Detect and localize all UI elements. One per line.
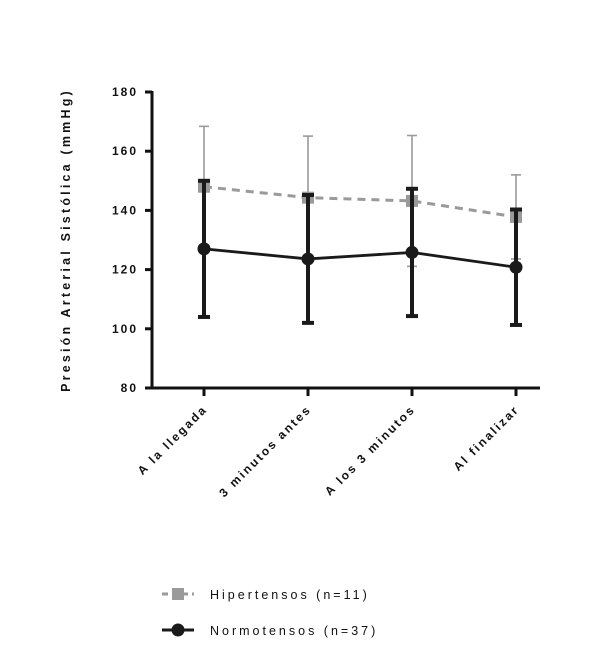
y-tick-label: 160	[112, 144, 138, 158]
axes: 80 100 120 140 160 180 A la llegada 3 minutos a…	[112, 85, 540, 500]
legend: Hipertensos (n=11) Normotensos (n=37)	[162, 588, 378, 638]
legend-label: Normotensos (n=37)	[210, 624, 378, 638]
y-tick-label: 140	[112, 203, 138, 217]
legend-item: Normotensos (n=37)	[162, 623, 378, 638]
y-axis-label: Presión Arterial Sistólica (mmHg)	[59, 88, 73, 392]
legend-label: Hipertensos (n=11)	[210, 588, 370, 602]
series-line	[203, 185, 517, 219]
data-point-circle	[509, 260, 523, 274]
data-point-circle	[197, 242, 211, 256]
y-tick-label: 180	[112, 85, 138, 99]
series-normotensos	[197, 178, 523, 327]
x-tick-label: A los 3 minutos	[322, 402, 418, 498]
legend-marker-circle	[171, 623, 185, 637]
y-tick-label: 120	[112, 263, 138, 277]
series-layer	[197, 125, 523, 327]
legend-item: Hipertensos (n=11)	[162, 588, 370, 602]
x-tick-label: Al finalizar	[451, 402, 522, 473]
legend-marker-square	[172, 588, 184, 600]
series-line	[203, 247, 517, 269]
data-point-circle	[301, 252, 315, 266]
y-tick-label: 80	[121, 381, 138, 395]
x-tick-label: 3 minutos antes	[216, 402, 314, 500]
series-hipertensos	[198, 125, 522, 268]
x-tick-label: A la llegada	[135, 402, 210, 477]
data-point-circle	[405, 245, 419, 259]
y-tick-label: 100	[112, 322, 138, 336]
